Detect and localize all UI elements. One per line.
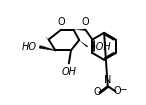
Polygon shape bbox=[79, 40, 88, 47]
Text: O: O bbox=[114, 86, 121, 96]
Text: ••: •• bbox=[39, 45, 46, 50]
Text: N: N bbox=[104, 75, 111, 85]
Text: O: O bbox=[94, 87, 101, 97]
Text: O: O bbox=[58, 17, 65, 27]
Text: •OH: •OH bbox=[91, 42, 112, 52]
Text: OH: OH bbox=[62, 67, 77, 77]
Text: −: − bbox=[119, 85, 127, 94]
Text: O: O bbox=[82, 17, 89, 27]
Polygon shape bbox=[46, 37, 49, 39]
Polygon shape bbox=[74, 29, 85, 31]
Text: HO: HO bbox=[21, 42, 36, 52]
